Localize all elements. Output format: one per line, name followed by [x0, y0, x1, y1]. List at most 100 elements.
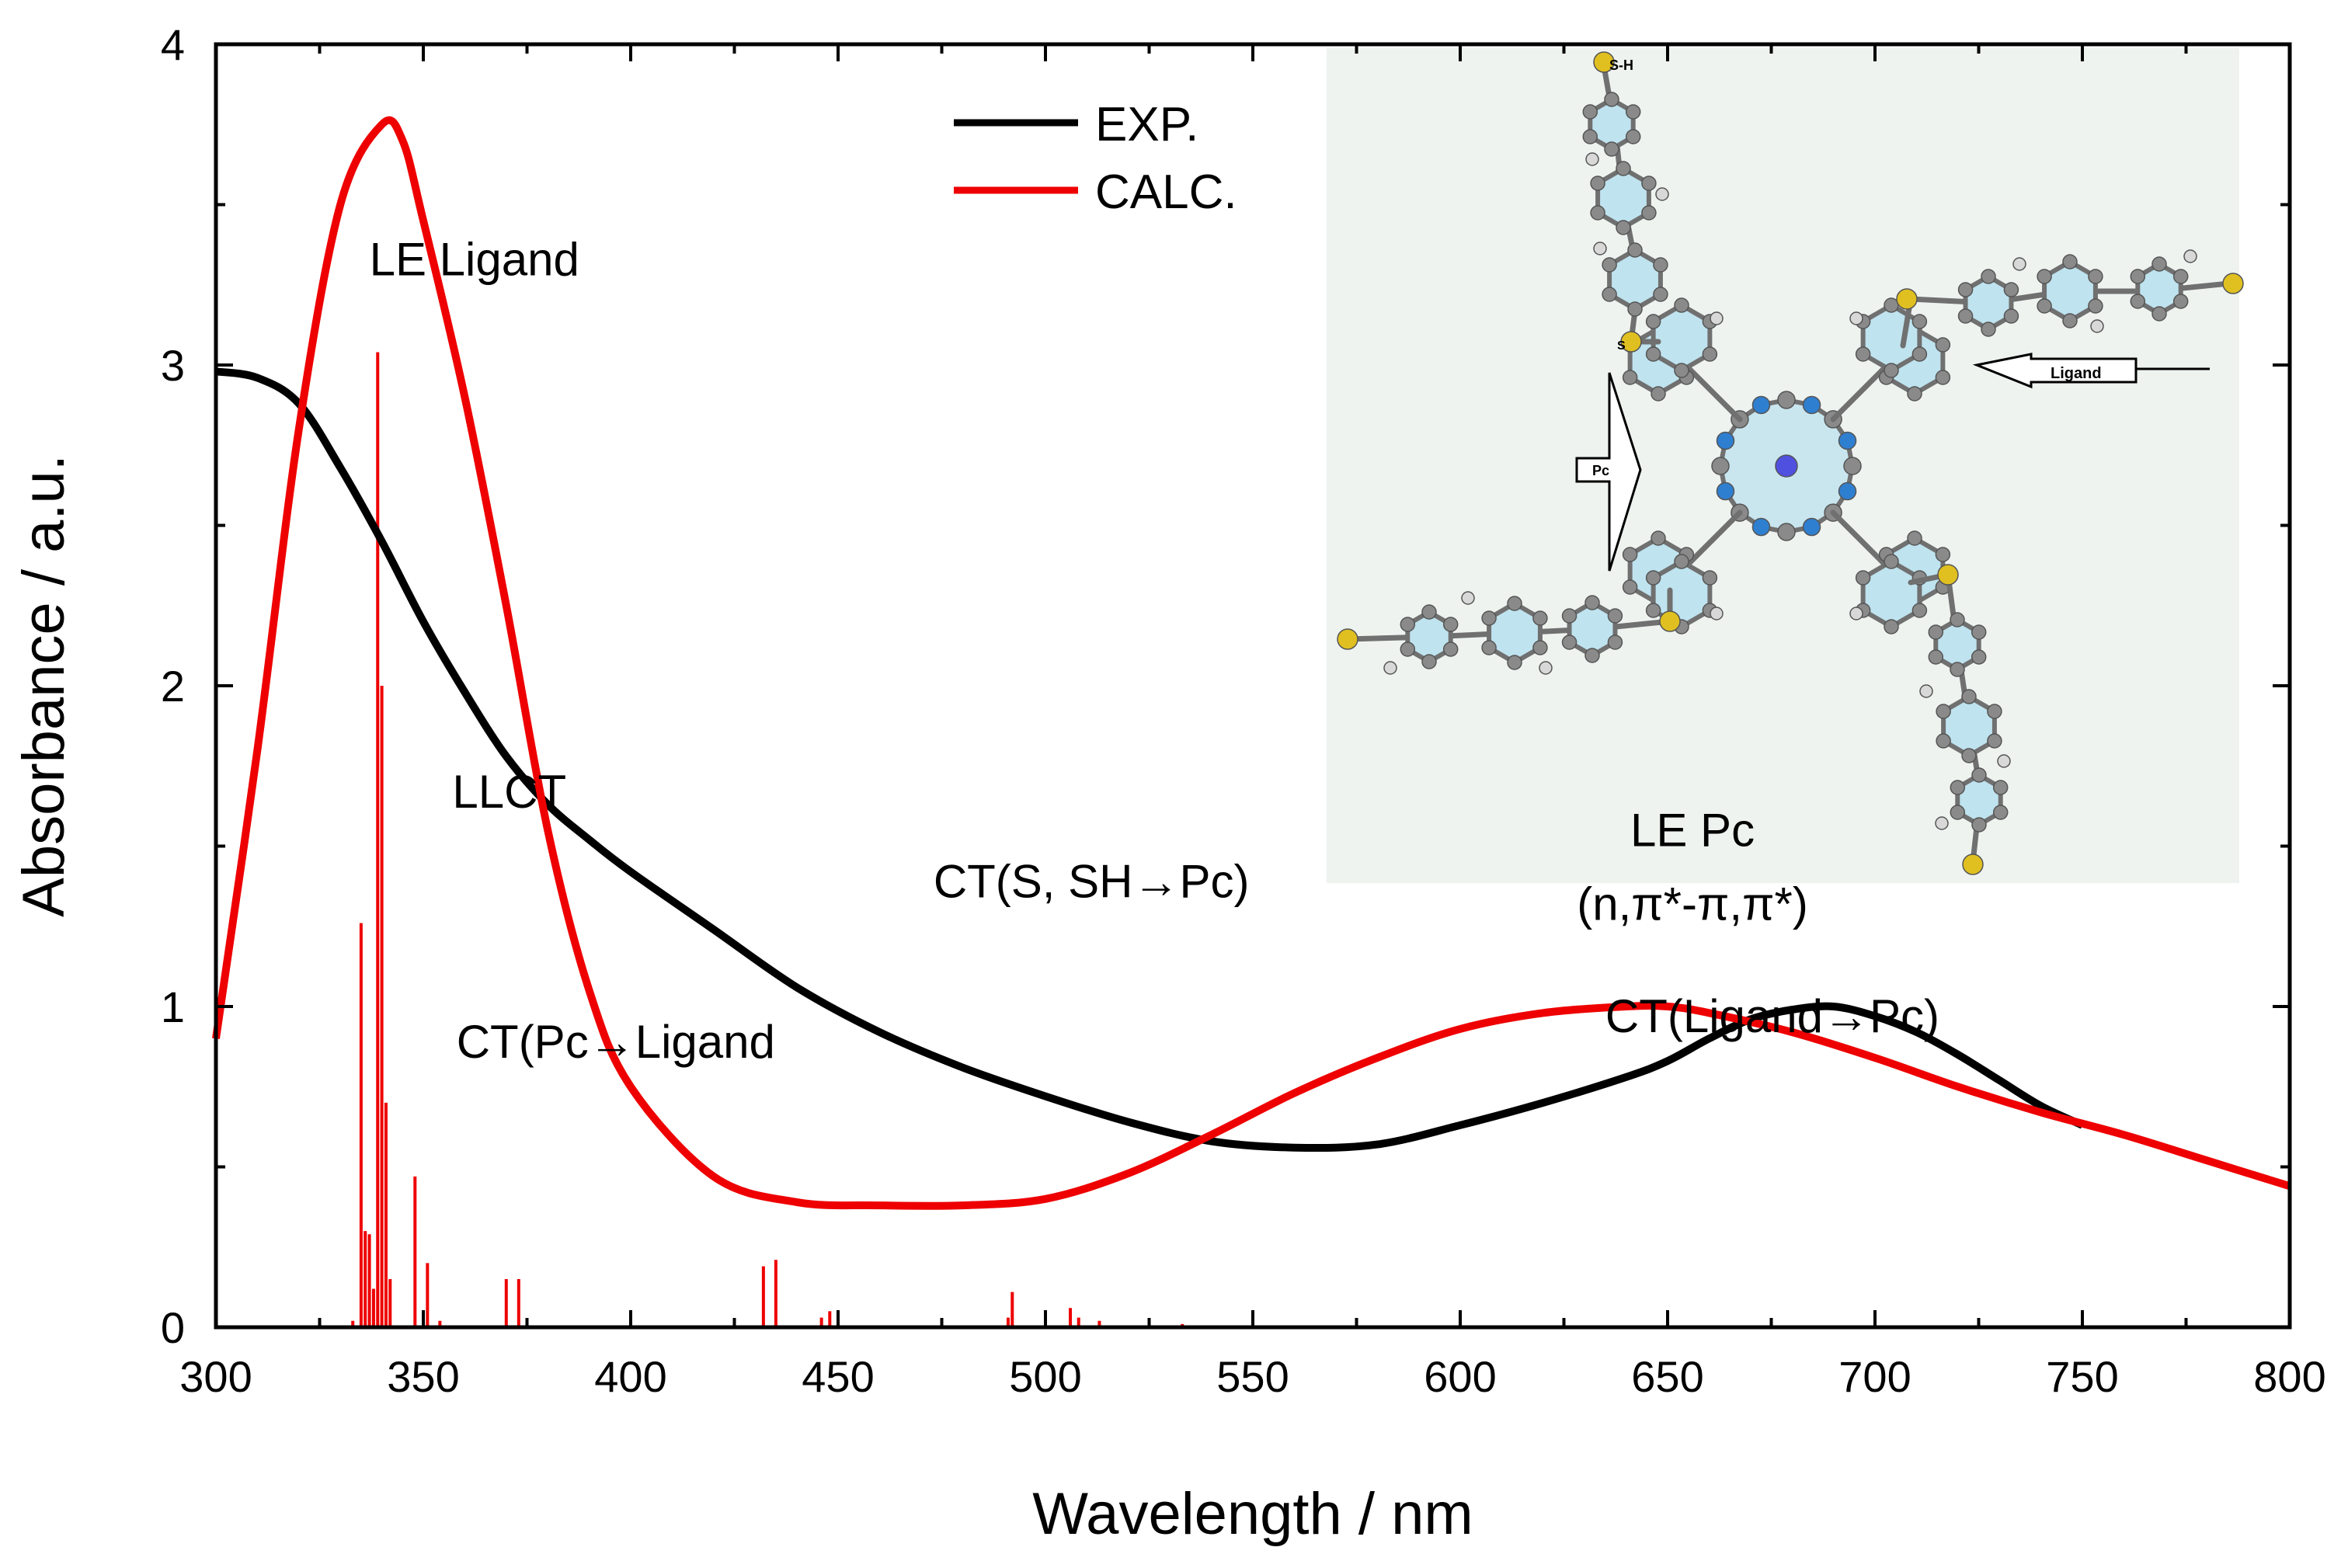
atom [1651, 386, 1666, 402]
atom [2130, 294, 2146, 309]
atom [1620, 331, 1642, 353]
atom [1950, 662, 1965, 677]
atom [1802, 517, 1821, 537]
atom [2151, 256, 2167, 272]
atom [2088, 298, 2103, 314]
legend: EXP. CALC. [954, 98, 1237, 219]
atom [1911, 314, 1928, 329]
atom [1593, 51, 1615, 73]
atom [1935, 370, 1951, 385]
atom [1971, 624, 1987, 640]
atom [1911, 346, 1928, 362]
atom [1539, 661, 1553, 675]
atom [1625, 104, 1641, 120]
atom [1645, 603, 1661, 618]
atom [1911, 603, 1928, 618]
atom [1981, 269, 1996, 284]
aromatic-ring [1487, 600, 1543, 666]
atom [2037, 269, 2052, 284]
atom [1987, 704, 2002, 719]
atom [1716, 482, 1735, 501]
atom [1532, 640, 1548, 655]
atom [1645, 570, 1661, 586]
y-axis-ticks: 0 1 2 3 4 [161, 20, 2290, 1352]
atom [1561, 635, 1578, 650]
legend-label-exp: EXP. [1095, 98, 1198, 151]
calc-curve [212, 116, 2291, 1210]
atom [1884, 297, 1899, 313]
stick-spectrum [351, 352, 1184, 1327]
atom [1957, 308, 1974, 324]
atom [1936, 733, 1951, 749]
atom [1702, 570, 1718, 586]
atom [1855, 346, 1871, 362]
x-axis-ticks: 300 350 400 450 500 550 600 650 700 750 800 [179, 44, 2326, 1401]
ligand-label: Ligand [2051, 365, 2102, 382]
x-axis-title: Wavelength / nm [1032, 1481, 1473, 1547]
atom [1928, 649, 1944, 665]
anno-llct: LLCT [452, 766, 566, 818]
anno-le-pc-transition: (n,π*-π,π*) [1577, 878, 1808, 930]
aromatic-ring [1651, 302, 1713, 374]
atom [1590, 205, 1605, 221]
atom [1950, 805, 1966, 820]
pc-label: Pc [1592, 463, 1609, 478]
atom [1884, 554, 1899, 569]
atom [1607, 635, 1623, 650]
atom [2003, 282, 2019, 297]
anno-le-pc: LE Pc [1630, 805, 1755, 857]
atom [1582, 104, 1598, 120]
anno-ct-ligand-pc: CT(Ligand→Pc) [1605, 990, 1939, 1042]
atom [1653, 287, 1668, 302]
atom [1585, 152, 1599, 166]
atom [1937, 564, 1959, 586]
atom [1961, 748, 1977, 763]
atom [1702, 346, 1718, 362]
atom [1777, 391, 1796, 409]
atom [1992, 780, 2009, 795]
x-tick-label: 600 [1424, 1352, 1496, 1401]
x-tick-label: 800 [2253, 1352, 2325, 1401]
atom [2062, 313, 2078, 329]
atom [1907, 530, 1922, 546]
atom [2130, 269, 2146, 284]
aromatic-ring [2042, 259, 2098, 324]
atom [1532, 610, 1548, 626]
atom [1896, 288, 1918, 310]
atom [1421, 654, 1437, 669]
atom [1590, 176, 1605, 191]
atom [1992, 805, 2009, 820]
atom [1971, 649, 1987, 665]
atom [1659, 610, 1681, 632]
atom [1604, 92, 1619, 107]
legend-label-calc: CALC. [1095, 165, 1237, 219]
atom [1602, 257, 1617, 273]
atom [1843, 457, 1862, 475]
atom [1950, 612, 1965, 628]
atom [1400, 617, 1416, 632]
atom [1337, 628, 1358, 650]
y-tick-label: 3 [161, 341, 185, 390]
x-tick-label: 700 [1838, 1352, 1911, 1401]
atom [1651, 530, 1666, 546]
atom [1710, 311, 1724, 325]
y-axis-title: Absorbance / a.u. [11, 454, 77, 917]
aromatic-ring [1595, 165, 1651, 231]
atom [1674, 554, 1689, 569]
atom [1627, 242, 1643, 258]
atom [1602, 287, 1617, 302]
atom [1383, 661, 1397, 675]
atom [1936, 704, 1951, 719]
atom [1442, 617, 1459, 632]
x-tick-label: 650 [1631, 1352, 1703, 1401]
aromatic-ring [1941, 694, 1997, 759]
atom [2172, 294, 2189, 309]
atom [1935, 337, 1951, 353]
atom [1919, 684, 1933, 698]
atom [2003, 308, 2019, 324]
atom [1935, 547, 1951, 562]
atom [1582, 129, 1598, 144]
y-tick-label: 1 [161, 982, 185, 1031]
atom [1622, 579, 1638, 595]
